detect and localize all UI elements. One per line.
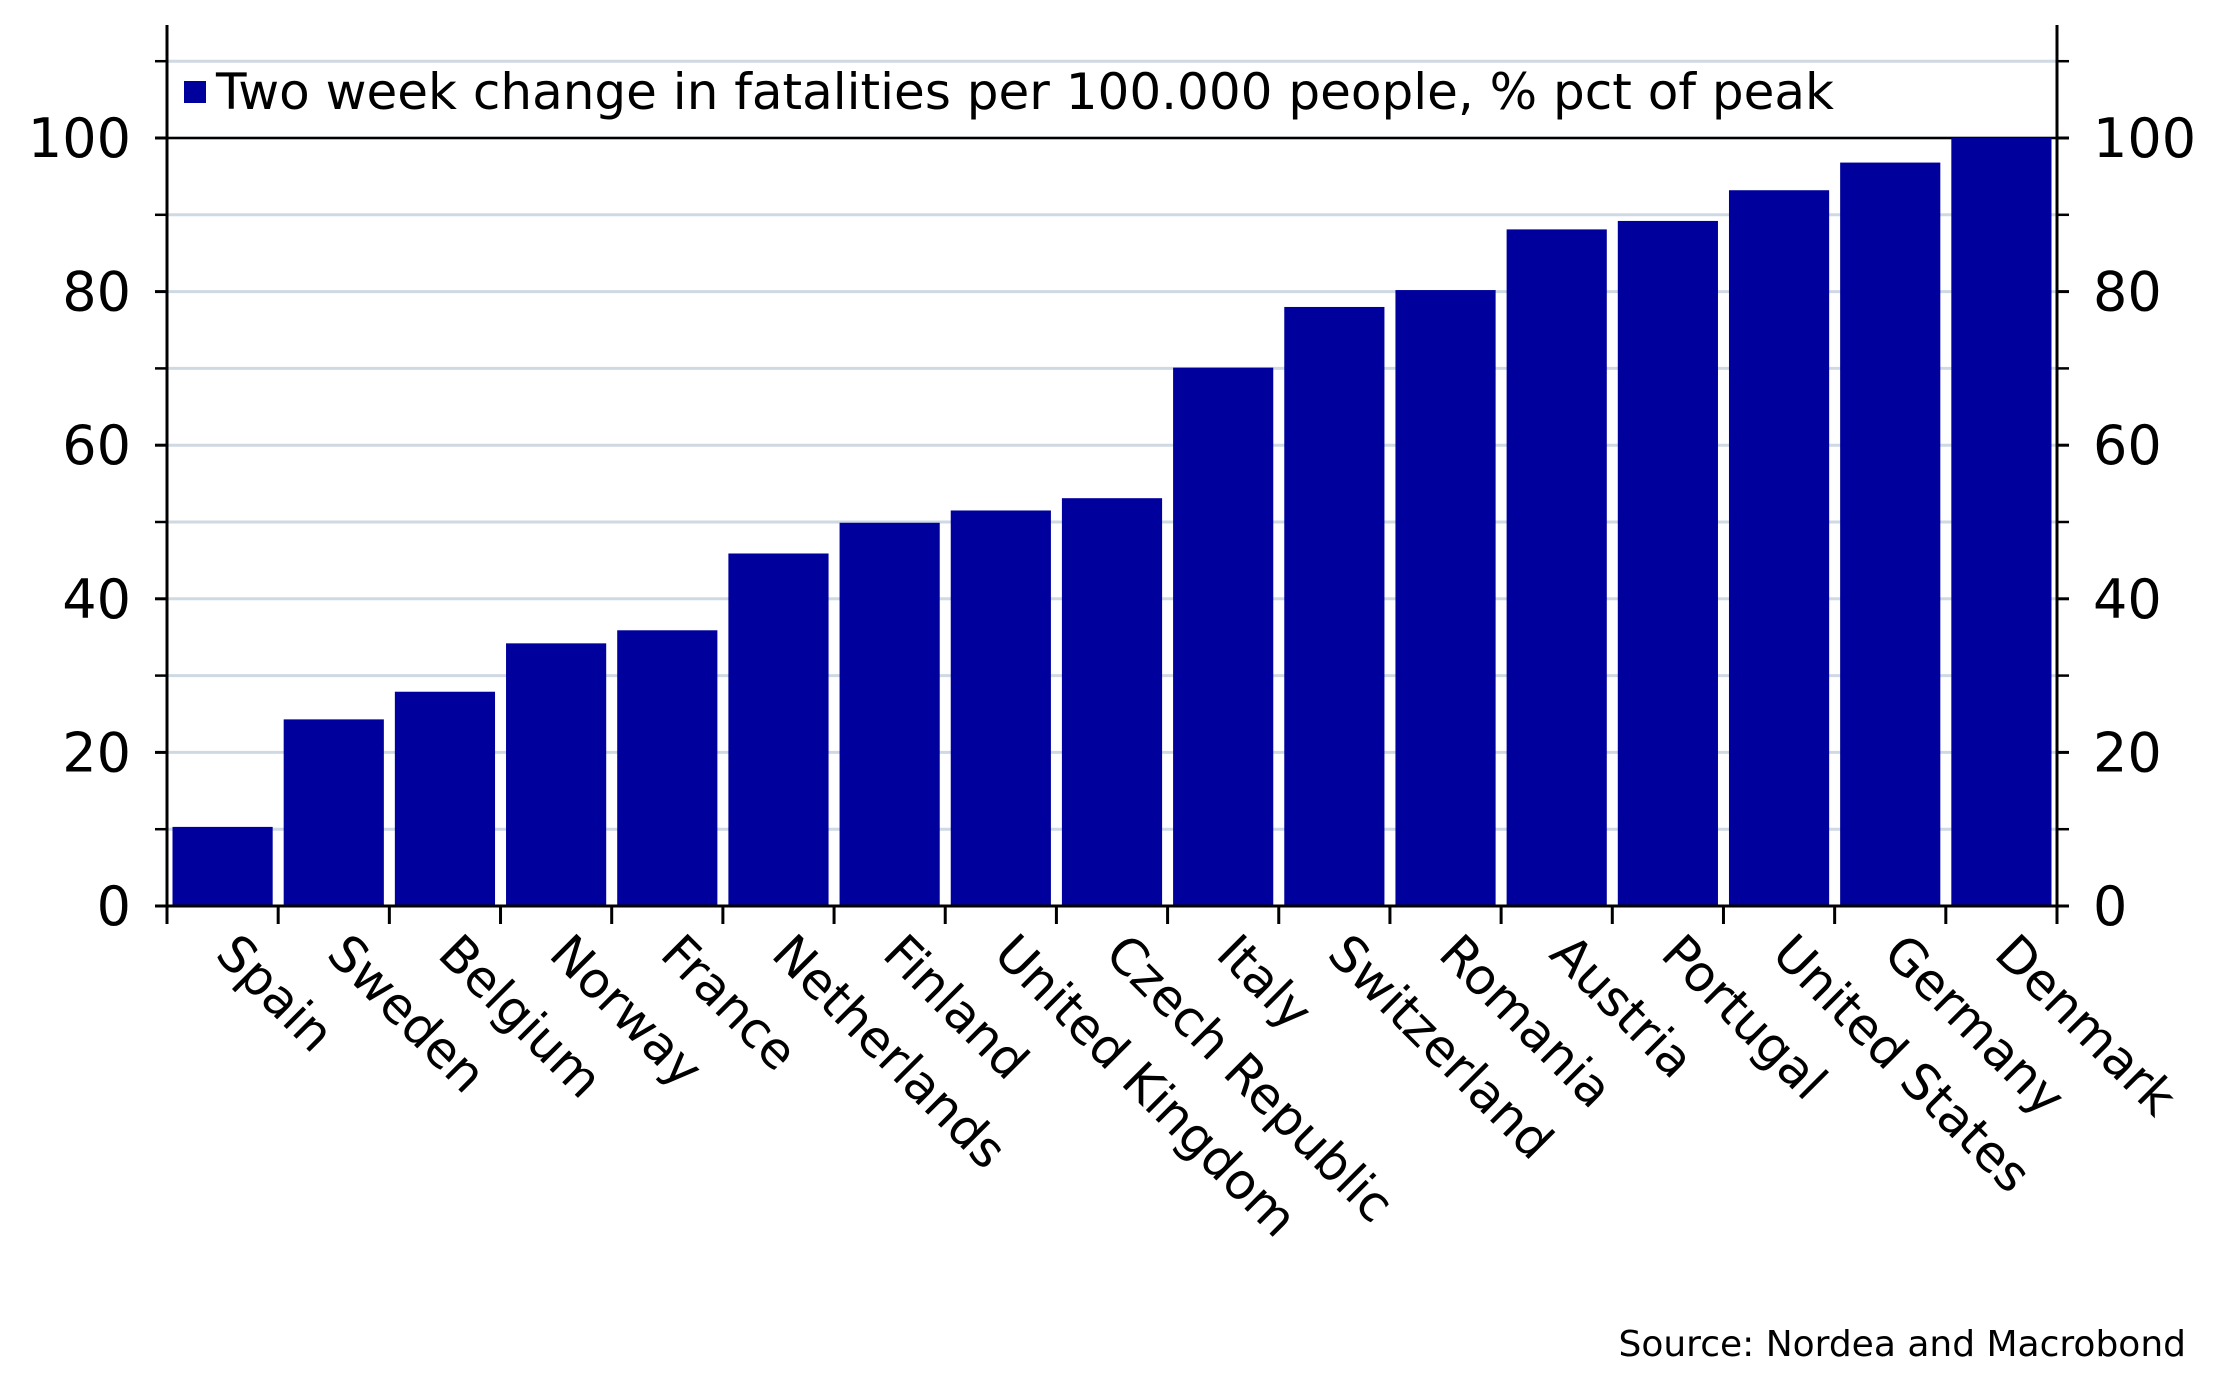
y-tick-label-right: 0: [2093, 875, 2127, 938]
y-tick-label-left: 100: [28, 107, 131, 170]
bar-romania: [1395, 290, 1496, 907]
bar-united-states: [1728, 190, 1830, 906]
bar-denmark: [1951, 138, 2052, 906]
y-tick-label-left: 60: [62, 414, 131, 477]
legend: Two week change in fatalities per 100.00…: [184, 63, 1834, 121]
bar-austria: [1506, 229, 1607, 907]
y-tick-label-left: 0: [97, 875, 131, 938]
legend-label: Two week change in fatalities per 100.00…: [215, 63, 1834, 121]
bar-germany: [1840, 162, 1941, 907]
y-tick-label-right: 100: [2093, 107, 2196, 170]
bars: [172, 138, 2052, 907]
y-tick-label-left: 80: [62, 261, 131, 324]
y-tick-label-right: 60: [2093, 414, 2162, 477]
bar-norway: [506, 643, 607, 906]
source-note: Source: Nordea and Macrobond: [1618, 1324, 2186, 1365]
bar-netherlands: [728, 553, 829, 906]
y-tick-label-right: 20: [2093, 721, 2162, 784]
bar-sweden: [283, 719, 384, 906]
y-tick-label-left: 40: [62, 568, 131, 631]
y-tick-label-right: 40: [2093, 568, 2162, 631]
bar-spain: [172, 826, 273, 906]
bar-finland: [839, 522, 940, 906]
bar-united-kingdom: [950, 510, 1051, 906]
legend-swatch: [184, 81, 206, 103]
y-tick-label-left: 20: [62, 721, 131, 784]
bar-belgium: [394, 691, 496, 906]
bar-italy: [1173, 367, 1274, 907]
bar-switzerland: [1284, 306, 1385, 907]
x-tick-label: Spain: [205, 923, 345, 1063]
bar-france: [617, 630, 718, 906]
bar-portugal: [1617, 220, 1718, 907]
bar-czech-republic: [1061, 498, 1163, 906]
y-tick-label-right: 80: [2093, 261, 2162, 324]
